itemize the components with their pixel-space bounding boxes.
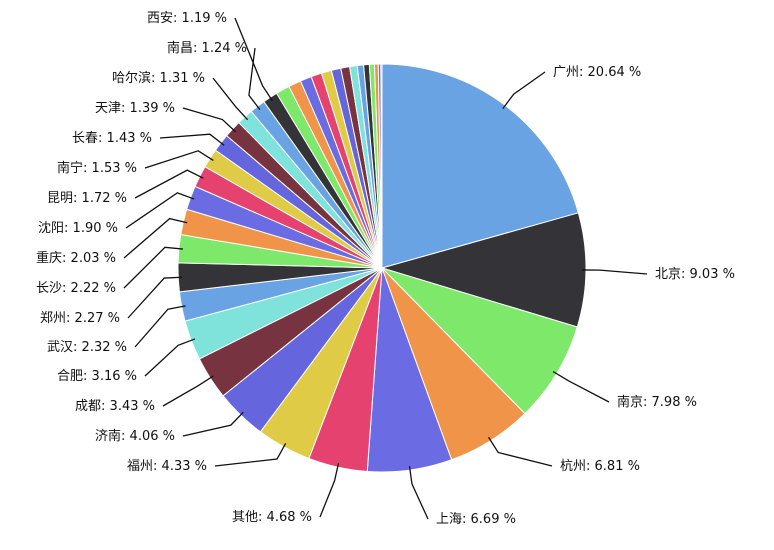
leader-line [159,133,225,146]
leader-line [134,305,186,348]
slice-label: 成都: 3.43 % [75,399,155,414]
category-label: 南京 [617,394,643,410]
slice-label: 西安: 1.19 % [147,11,227,26]
leader-line [234,17,273,102]
leader-line [144,150,214,169]
category-label: 上海 [436,512,462,527]
leader-line [125,192,195,229]
leader-line [552,370,610,403]
value-label: : 1.31 % [151,71,205,86]
slice-label: 杭州: 6.81 % [560,459,640,474]
value-label: : 4.68 % [258,510,312,525]
leader-line [162,375,214,407]
category-label: 天津 [95,101,121,116]
value-label: : 1.24 % [193,41,247,56]
slice-label: 济南: 4.06 % [95,428,175,444]
leader-line [127,276,183,319]
value-label: : 2.27 % [66,311,120,326]
value-label: : 2.32 % [73,340,127,355]
pie-slice [380,63,383,269]
value-label: : 1.19 % [173,11,227,26]
category-label: 长沙 [36,281,62,296]
category-label: 哈尔滨 [112,70,151,86]
category-label: 昆明 [47,191,73,206]
category-label: 南宁 [57,160,83,176]
leader-line [182,411,244,437]
leader-line [123,217,188,259]
category-label: 南昌 [167,40,193,56]
category-label: 广州 [553,65,579,80]
leader-line [212,77,249,121]
slice-label: 其他: 4.68 % [232,510,312,525]
value-label: : 3.43 % [101,399,155,414]
slice-label: 福州: 4.33 % [127,459,207,474]
slice-label: 天津: 1.39 % [95,101,175,116]
leader-line [408,466,429,520]
value-label: : 7.98 % [643,395,697,410]
slice-label: 上海: 6.69 % [436,512,516,527]
slice-label: 南昌: 1.24 % [167,40,247,56]
slice-label: 昆明: 1.72 % [47,191,127,206]
value-label: : 6.81 % [586,459,640,474]
value-label: : 20.64 % [579,65,641,80]
category-label: 福州 [127,459,153,474]
value-label: : 1.53 % [83,161,137,176]
value-label: : 1.90 % [64,221,118,236]
leader-line [319,463,340,518]
category-label: 重庆 [36,250,62,266]
leader-line [488,436,553,467]
value-label: : 1.39 % [121,101,175,116]
category-label: 其他 [232,510,258,525]
slice-label: 北京: 9.03 % [655,267,735,282]
leader-line [134,169,204,199]
leader-line [123,246,183,289]
category-label: 郑州 [40,311,66,326]
value-label: : 4.06 % [121,429,175,444]
leader-line [182,107,237,133]
leader-line [144,338,196,377]
value-label: : 6.69 % [462,512,516,527]
slice-label: 长春: 1.43 % [72,131,152,146]
slice-label: 哈尔滨: 1.31 % [112,70,205,86]
category-label: 武汉 [47,340,73,355]
category-label: 杭州 [560,459,586,474]
category-label: 长春 [72,131,98,146]
category-label: 西安 [147,11,173,26]
value-label: : 1.72 % [73,191,127,206]
slice-label: 长沙: 2.22 % [36,281,116,296]
value-label: : 4.33 % [153,459,207,474]
value-label: : 2.22 % [62,281,116,296]
slice-label: 南京: 7.98 % [617,394,697,410]
category-label: 沈阳 [38,221,64,236]
category-label: 成都 [75,399,101,414]
leader-line [502,71,546,109]
category-label: 北京 [655,267,681,282]
slice-label: 合肥: 3.16 % [57,369,137,384]
slice-label: 广州: 20.64 % [553,65,641,80]
category-label: 济南 [95,428,121,444]
category-label: 合肥 [57,369,83,384]
slice-label: 沈阳: 1.90 % [38,221,118,236]
value-label: : 2.03 % [62,251,116,266]
leader-line [581,269,648,275]
slice-label: 南宁: 1.53 % [57,160,137,176]
value-label: : 1.43 % [98,131,152,146]
leader-line [214,442,287,467]
value-label: : 9.03 % [681,267,735,282]
slice-label: 重庆: 2.03 % [36,250,116,266]
value-label: : 3.16 % [83,369,137,384]
slice-label: 武汉: 2.32 % [47,340,127,355]
slice-label: 郑州: 2.27 % [40,311,120,326]
